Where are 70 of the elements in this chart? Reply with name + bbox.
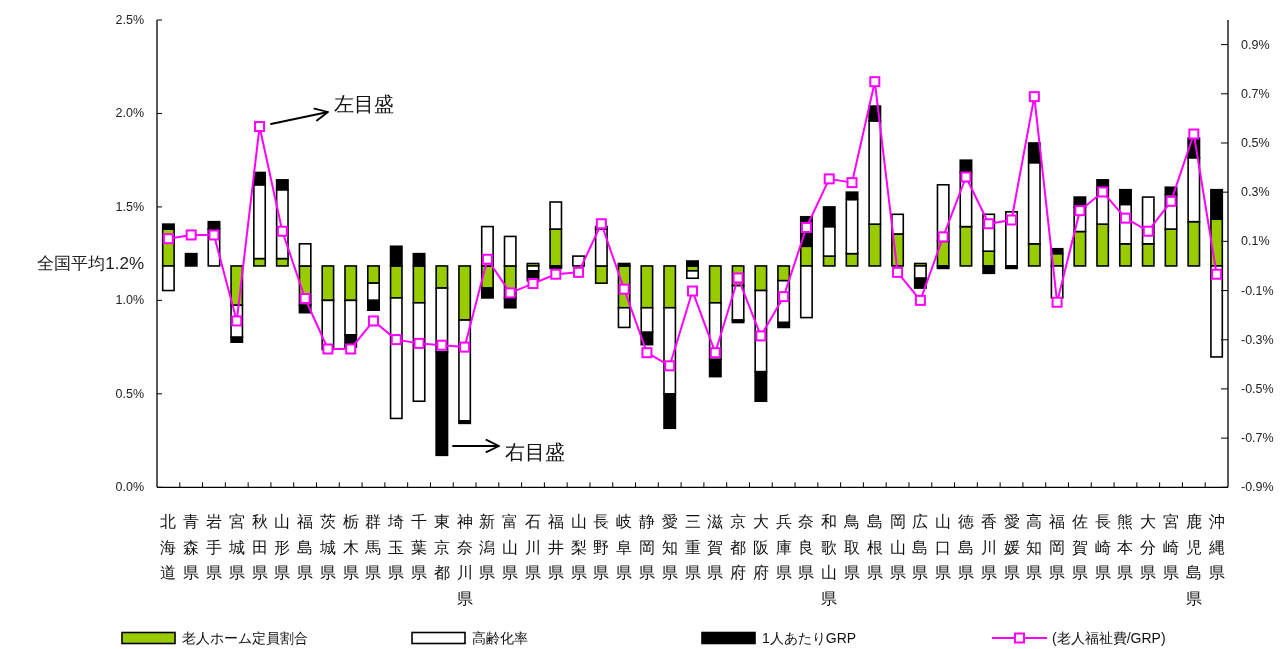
x-tick-label: 広島県 bbox=[912, 513, 929, 581]
y2-tick-label: -0.3% bbox=[1241, 332, 1274, 347]
x-tick-label: 京都府 bbox=[730, 513, 747, 581]
y-tick-label: 2.5% bbox=[115, 13, 144, 27]
y-tick-label: 1.5% bbox=[115, 199, 144, 214]
x-tick-label: 香川県 bbox=[980, 513, 997, 581]
annotation: 左目盛 bbox=[334, 93, 394, 115]
y2-tick-label: -0.5% bbox=[1241, 381, 1274, 396]
x-tick-label: 神奈川県 bbox=[456, 513, 473, 607]
x-tick-label: 高知県 bbox=[1026, 513, 1043, 581]
y-tick-label: 0.0% bbox=[115, 480, 144, 495]
x-tick-label: 群馬県 bbox=[364, 513, 382, 581]
y2-tick-label: -0.9% bbox=[1241, 480, 1274, 495]
x-tick-label: 青森県 bbox=[183, 513, 200, 581]
x-tick-label: 鳥取県 bbox=[843, 513, 861, 581]
x-tick-label: 福島県 bbox=[297, 513, 314, 581]
x-tick-label: 愛知県 bbox=[661, 513, 678, 581]
x-tick-label: 愛媛県 bbox=[1003, 513, 1020, 581]
x-tick-label: 宮崎県 bbox=[1163, 513, 1180, 581]
x-tick-label: 長崎県 bbox=[1094, 513, 1111, 581]
y2-tick-label: -0.1% bbox=[1241, 283, 1274, 298]
legend-label: 高齢化率 bbox=[472, 630, 528, 646]
x-tick-label: 千葉県 bbox=[411, 513, 428, 581]
x-tick-label: 沖縄県 bbox=[1207, 513, 1225, 581]
legend-label: (老人福祉費/GRP) bbox=[1052, 630, 1166, 646]
x-tick-label: 山梨県 bbox=[570, 513, 587, 581]
x-tick-label: 石川県 bbox=[524, 513, 541, 581]
y2-tick-label: -0.7% bbox=[1241, 431, 1274, 446]
x-tick-label: 宮城県 bbox=[227, 513, 245, 581]
x-tick-label: 福岡県 bbox=[1049, 513, 1066, 581]
x-tick-label: 滋賀県 bbox=[707, 513, 724, 581]
y2-tick-label: 0.5% bbox=[1241, 135, 1270, 150]
x-tick-label: 島根県 bbox=[866, 513, 883, 581]
legend-label: 老人ホーム定員割合 bbox=[182, 630, 308, 646]
x-tick-label: 徳島県 bbox=[957, 513, 974, 581]
x-tick-label: 山口県 bbox=[935, 513, 952, 581]
x-tick-label: 茨城県 bbox=[318, 513, 336, 581]
x-tick-label: 佐賀県 bbox=[1071, 513, 1088, 581]
y-tick-label: 2.0% bbox=[115, 106, 144, 121]
x-tick-label: 奈良県 bbox=[798, 513, 815, 581]
x-tick-label: 埼玉県 bbox=[387, 513, 405, 581]
y-tick-label: 全国平均1.2% bbox=[37, 253, 144, 273]
x-tick-label: 北海道 bbox=[160, 513, 177, 581]
x-tick-label: 熊本県 bbox=[1117, 513, 1134, 581]
y2-tick-label: 0.7% bbox=[1241, 86, 1270, 101]
x-tick-label: 東京都 bbox=[433, 513, 450, 581]
y-tick-label: 1.0% bbox=[115, 293, 144, 308]
annotation: 右目盛 bbox=[505, 441, 565, 463]
y2-tick-label: 0.9% bbox=[1241, 37, 1270, 52]
x-tick-label: 秋田県 bbox=[251, 513, 268, 581]
x-tick-label: 山形県 bbox=[274, 513, 291, 581]
y2-tick-label: 0.3% bbox=[1241, 185, 1270, 200]
x-tick-label: 静岡県 bbox=[638, 513, 655, 581]
x-tick-label: 福井県 bbox=[547, 513, 564, 581]
x-tick-label: 新潟県 bbox=[479, 513, 496, 581]
x-tick-label: 大分県 bbox=[1140, 513, 1157, 581]
x-tick-label: 鹿児島県 bbox=[1185, 513, 1202, 607]
x-tick-label: 岡山県 bbox=[889, 513, 906, 581]
y2-tick-label: 0.1% bbox=[1241, 234, 1270, 249]
x-tick-label: 栃木県 bbox=[342, 513, 359, 581]
x-tick-label: 三重県 bbox=[684, 513, 701, 581]
x-tick-label: 富山県 bbox=[502, 513, 519, 581]
y-tick-label: 0.5% bbox=[115, 386, 144, 401]
x-tick-label: 大阪府 bbox=[752, 513, 769, 581]
x-tick-label: 長野県 bbox=[593, 513, 610, 581]
x-tick-label: 岩手県 bbox=[205, 513, 222, 581]
x-tick-label: 兵庫県 bbox=[775, 513, 792, 581]
x-tick-label: 岐阜県 bbox=[616, 513, 633, 581]
legend-label: 1人あたりGRP bbox=[762, 630, 857, 646]
x-tick-label: 和歌山県 bbox=[821, 513, 838, 607]
